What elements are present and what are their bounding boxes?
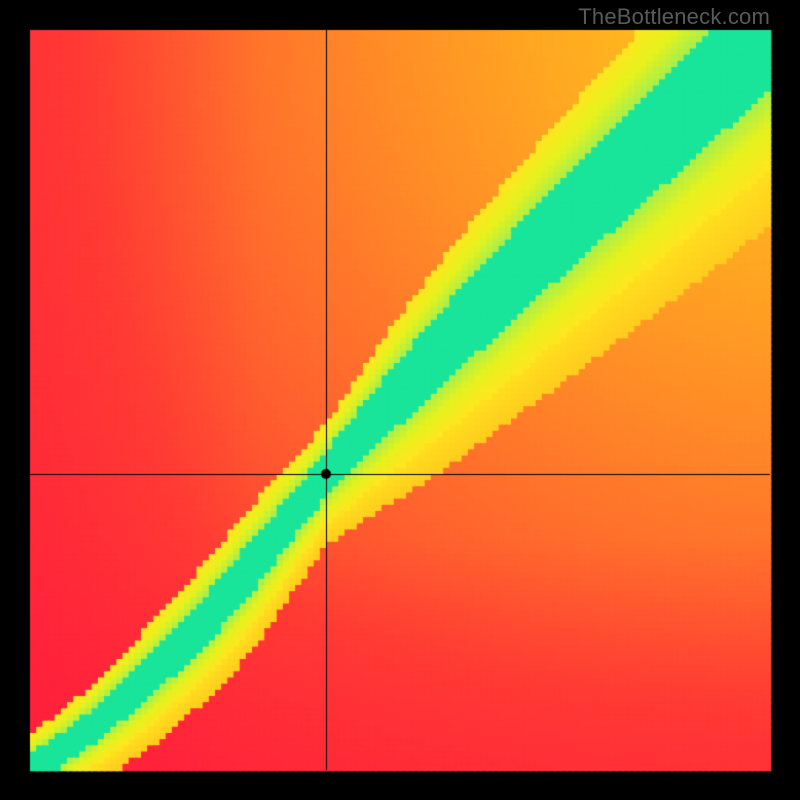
figure-container: TheBottleneck.com [0,0,800,800]
watermark-text: TheBottleneck.com [578,4,770,30]
bottleneck-heatmap [0,0,800,800]
